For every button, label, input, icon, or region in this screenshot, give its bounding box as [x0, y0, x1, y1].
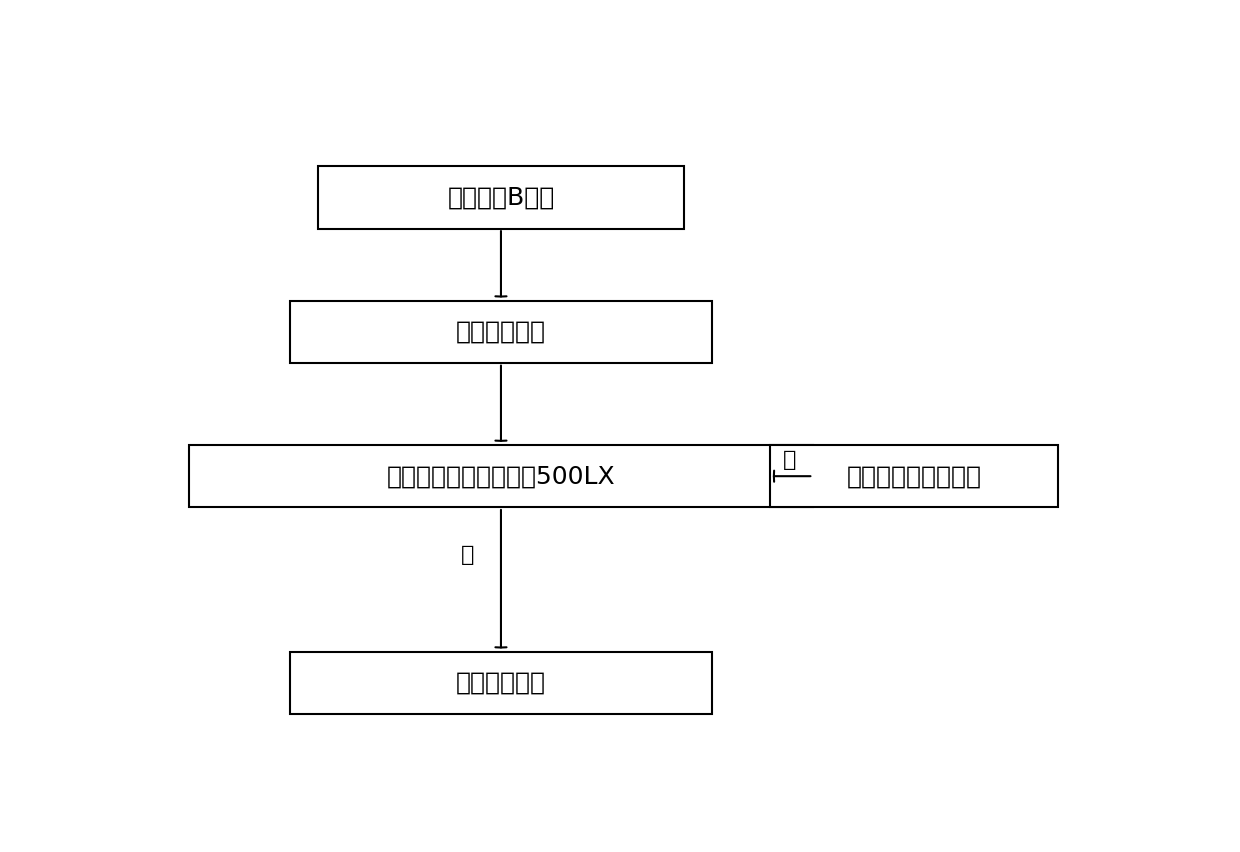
- Text: 选择太阳能电板供电: 选择太阳能电板供电: [847, 464, 982, 488]
- Bar: [319, 166, 683, 228]
- Text: 光照强度B信号: 光照强度B信号: [448, 186, 554, 210]
- Bar: [289, 301, 712, 363]
- Text: 检测光照强度是否达到500LX: 检测光照强度是否达到500LX: [387, 464, 615, 488]
- Bar: [770, 445, 1058, 507]
- Text: 否: 否: [460, 545, 474, 565]
- Text: 是: 是: [782, 450, 796, 469]
- Bar: [188, 445, 813, 507]
- Text: 选择市电供电: 选择市电供电: [456, 671, 546, 695]
- Text: 选择市电供电: 选择市电供电: [456, 320, 546, 344]
- Bar: [289, 652, 712, 714]
